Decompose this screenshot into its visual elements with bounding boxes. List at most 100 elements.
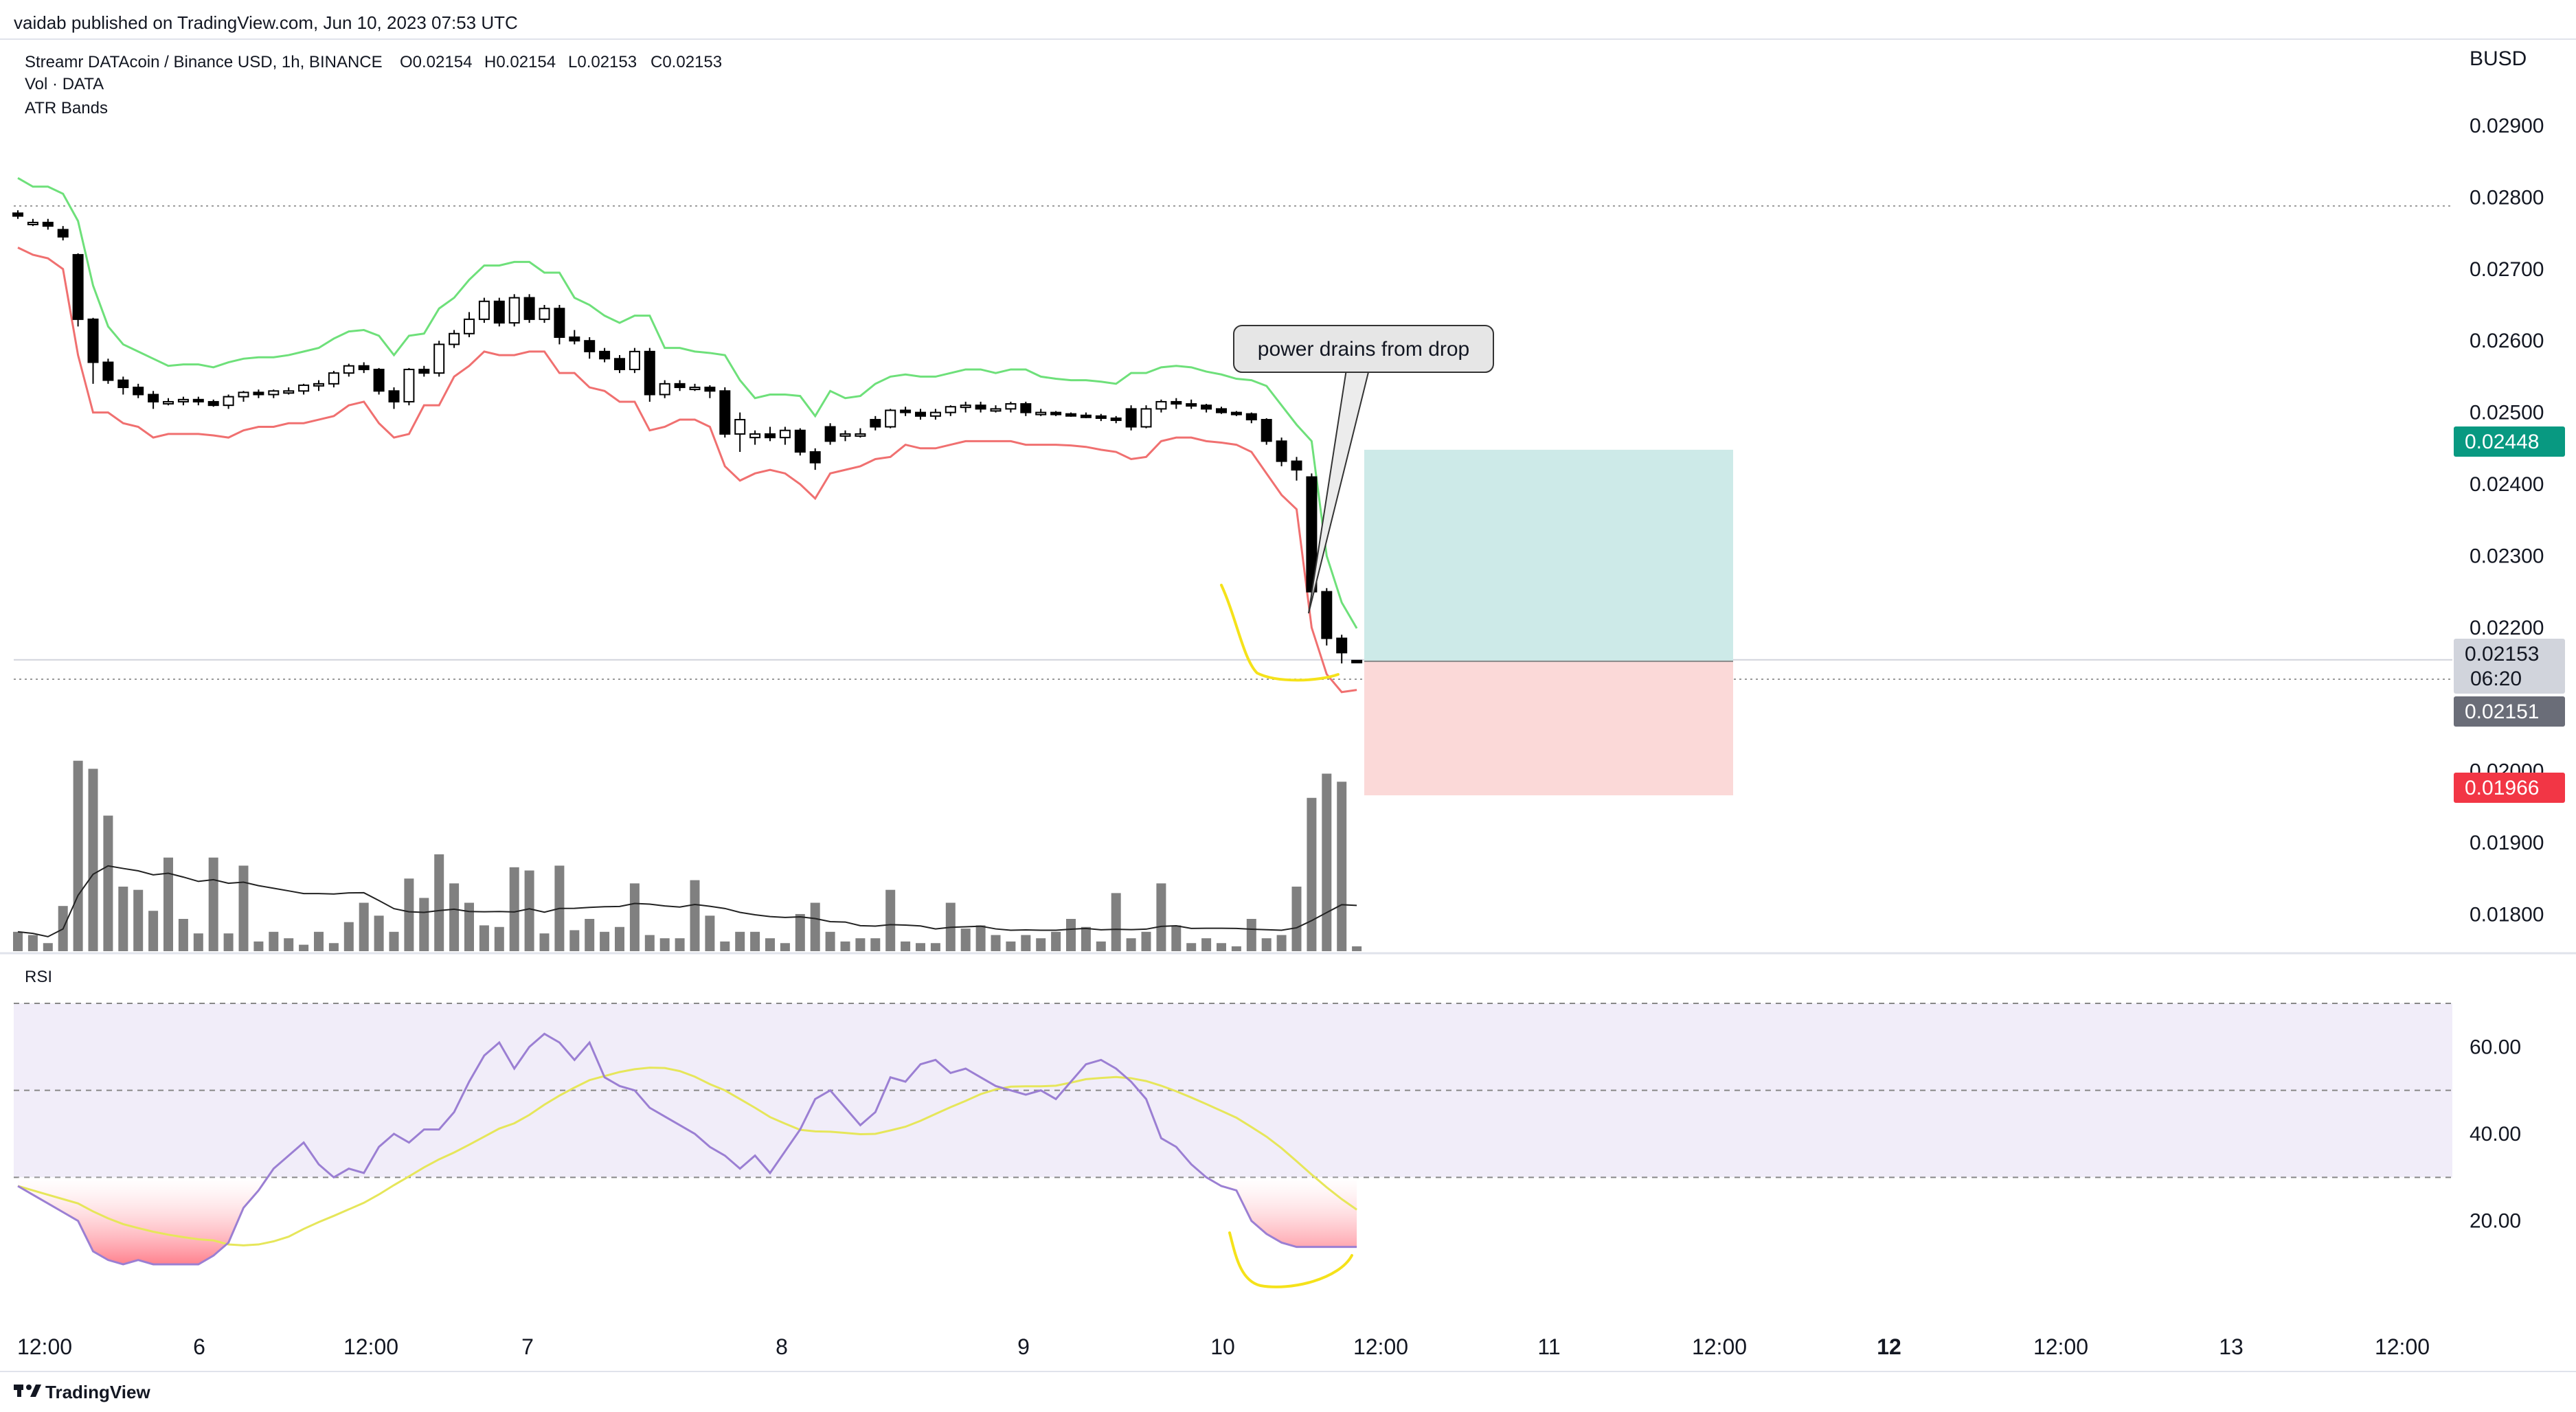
candle[interactable] xyxy=(885,409,896,429)
candle[interactable] xyxy=(1245,412,1257,424)
candle[interactable] xyxy=(644,348,655,402)
candle[interactable] xyxy=(403,367,415,406)
candle[interactable] xyxy=(42,218,54,230)
candle[interactable] xyxy=(72,253,84,327)
candle[interactable] xyxy=(929,409,941,420)
candle[interactable] xyxy=(163,398,174,406)
candle[interactable] xyxy=(1050,411,1062,416)
candle[interactable] xyxy=(27,218,38,227)
candle[interactable] xyxy=(57,226,69,241)
candle[interactable] xyxy=(177,396,189,406)
candle[interactable] xyxy=(192,396,204,406)
candle[interactable] xyxy=(1201,404,1212,413)
candle[interactable] xyxy=(358,362,370,374)
candle[interactable] xyxy=(373,367,385,395)
candle[interactable] xyxy=(1005,401,1017,413)
candle[interactable] xyxy=(268,389,280,398)
rsi-pane[interactable]: RSI xyxy=(14,968,2452,1288)
candle[interactable] xyxy=(418,365,430,377)
candle[interactable] xyxy=(659,380,670,398)
long-position-loss-zone[interactable] xyxy=(1364,661,1733,796)
candle[interactable] xyxy=(388,387,400,409)
candle[interactable] xyxy=(117,376,129,395)
candle[interactable] xyxy=(915,409,926,420)
candle[interactable] xyxy=(1110,415,1122,424)
candle[interactable] xyxy=(433,341,445,377)
candle[interactable] xyxy=(1336,635,1348,663)
indicator-vol-label[interactable]: Vol · DATA xyxy=(25,75,104,93)
candle[interactable] xyxy=(449,330,460,348)
candle[interactable] xyxy=(539,305,550,323)
candle[interactable] xyxy=(824,423,836,445)
candle[interactable] xyxy=(313,380,324,391)
candle[interactable] xyxy=(809,448,821,470)
candle[interactable] xyxy=(1186,399,1197,409)
candle[interactable] xyxy=(689,383,701,391)
candle[interactable] xyxy=(12,210,23,219)
candle[interactable] xyxy=(569,330,580,345)
candle[interactable] xyxy=(794,428,806,456)
candle[interactable] xyxy=(102,358,114,384)
candle[interactable] xyxy=(599,348,611,363)
candle[interactable] xyxy=(1230,411,1242,416)
candle[interactable] xyxy=(614,355,625,374)
candle[interactable] xyxy=(1306,473,1318,600)
candle[interactable] xyxy=(1291,457,1302,481)
candle[interactable] xyxy=(1095,413,1107,422)
candle[interactable] xyxy=(900,407,912,416)
candle[interactable] xyxy=(238,391,249,402)
candle[interactable] xyxy=(207,399,219,407)
candle[interactable] xyxy=(704,385,716,398)
candle[interactable] xyxy=(1065,412,1076,417)
atr-lower-band xyxy=(17,247,1357,694)
candle[interactable] xyxy=(1035,409,1047,416)
candle[interactable] xyxy=(734,412,746,453)
candle[interactable] xyxy=(945,405,956,416)
candle[interactable] xyxy=(1321,588,1333,646)
candle[interactable] xyxy=(765,426,776,442)
candle[interactable] xyxy=(253,389,264,398)
candle[interactable] xyxy=(1125,405,1137,431)
candle[interactable] xyxy=(719,387,731,438)
candle[interactable] xyxy=(584,337,596,359)
candle[interactable] xyxy=(343,363,354,377)
candle[interactable] xyxy=(1155,399,1167,413)
candle[interactable] xyxy=(133,383,144,398)
candle[interactable] xyxy=(1080,412,1092,418)
candle[interactable] xyxy=(975,401,986,413)
candle[interactable] xyxy=(1140,405,1152,429)
candle[interactable] xyxy=(629,348,640,374)
candle[interactable] xyxy=(779,426,791,445)
candle[interactable] xyxy=(990,405,1002,413)
candle[interactable] xyxy=(223,394,234,409)
candle[interactable] xyxy=(749,430,761,445)
tradingview-logo[interactable]: TradingView xyxy=(14,1382,150,1402)
candle[interactable] xyxy=(1171,398,1182,409)
candle[interactable] xyxy=(960,401,971,413)
candle[interactable] xyxy=(1276,437,1287,466)
candle[interactable] xyxy=(283,387,295,395)
price-pane[interactable] xyxy=(12,176,2452,951)
candle[interactable] xyxy=(478,297,490,323)
candle[interactable] xyxy=(464,312,475,337)
indicator-atr-label[interactable]: ATR Bands xyxy=(25,99,108,117)
candle[interactable] xyxy=(1351,659,1363,663)
candle[interactable] xyxy=(1261,418,1272,445)
candle[interactable] xyxy=(328,371,339,388)
candle[interactable] xyxy=(298,383,310,395)
candle[interactable] xyxy=(674,380,686,391)
rsi-title[interactable]: RSI xyxy=(25,968,52,986)
candle[interactable] xyxy=(508,294,520,327)
candle[interactable] xyxy=(554,305,565,345)
candle[interactable] xyxy=(493,297,505,327)
candle[interactable] xyxy=(87,317,99,384)
candle[interactable] xyxy=(839,430,851,442)
annotation-callout[interactable]: power drains from drop xyxy=(1233,325,1494,614)
candle[interactable] xyxy=(1216,407,1227,414)
candle[interactable] xyxy=(855,428,866,438)
candle[interactable] xyxy=(870,415,881,431)
long-position-profit-zone[interactable] xyxy=(1364,449,1733,661)
candle[interactable] xyxy=(1020,401,1032,416)
candle[interactable] xyxy=(148,391,159,409)
candle[interactable] xyxy=(523,294,535,323)
